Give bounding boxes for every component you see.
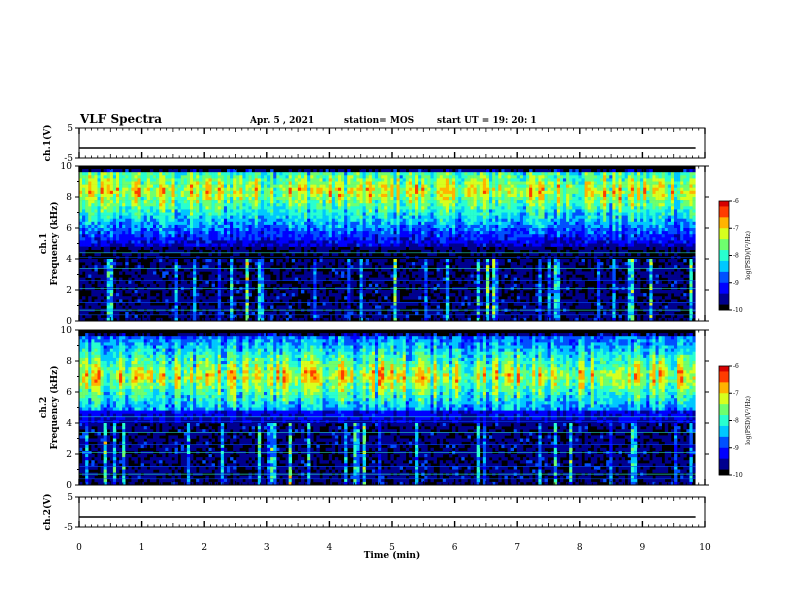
ch2-colorbar-tick-label: -6: [733, 363, 739, 370]
ch1-spec-ytick-label: 6: [66, 224, 72, 234]
x-tick-label: 1: [139, 543, 145, 553]
ch1-colorbar: -6 -7 -8 -9 -10 log(PSD)(V²/Hz): [718, 198, 752, 314]
ch1-spec-ytick-label: 4: [66, 255, 72, 265]
ch1-spec-ytick-label: 0: [66, 317, 72, 327]
ch1-colorbar-tick-label: -6: [733, 198, 739, 205]
ch2-spec-ytick-label: 10: [61, 326, 73, 336]
ch1-wave-ytick-label: -5: [64, 154, 73, 164]
ch1-spec-ytick-label: 8: [66, 193, 72, 203]
ch2-colorbar-label: log(PSD)(V²/Hz): [745, 396, 752, 445]
svg-text:ch.2: ch.2: [39, 397, 49, 418]
ch2-colorbar-tick-label: -8: [733, 418, 739, 425]
station-label: station= MOS: [344, 116, 414, 126]
x-tick-label: 9: [640, 543, 646, 553]
ch2-spec-ytick-label: 4: [66, 419, 72, 429]
x-tick-label: 0: [76, 543, 82, 553]
ch1-colorbar-label: log(PSD)(V²/Hz): [745, 231, 752, 280]
ch2-spec-ylabel: ch.2 Frequency (kHz): [39, 365, 60, 449]
x-tick-label: 3: [264, 543, 270, 553]
ch2-wave-ytick-label: -5: [64, 523, 73, 533]
ch2-spectrogram-image: [78, 329, 706, 486]
ch2-colorbar-tick-label: -7: [733, 390, 739, 397]
ch2-spec-ytick-label: 6: [66, 388, 72, 398]
start-time-label: start UT = 19: 20: 1: [437, 116, 537, 126]
date-label: Apr. 5 , 2021: [249, 116, 314, 126]
x-tick-label: 2: [201, 543, 207, 553]
ch2-wave-ylabel: ch.2(V): [42, 494, 53, 531]
x-axis-label: Time (min): [364, 550, 421, 561]
svg-text:Frequency (kHz): Frequency (kHz): [49, 201, 60, 285]
svg-text:Frequency (kHz): Frequency (kHz): [49, 365, 60, 449]
x-tick-label: 10: [699, 543, 711, 553]
ch1-spec-yaxis: 0 2 4 6 8 10: [61, 162, 709, 327]
ch1-wave-ytick-label: 5: [67, 124, 73, 134]
ch2-spec-ytick-label: 2: [66, 450, 72, 460]
ch1-spec-ytick-label: 2: [66, 286, 72, 296]
ch1-colorbar-tick-label: -7: [733, 225, 739, 232]
ch2-colorbar: -6 -7 -8 -9 -10 log(PSD)(V²/Hz): [718, 363, 752, 479]
ch1-spec-ylabel: ch.1 Frequency (kHz): [39, 201, 60, 285]
ch2-spec-ytick-label: 0: [66, 481, 72, 491]
x-tick-label: 6: [452, 543, 458, 553]
x-tick-label: 7: [514, 543, 520, 553]
ch1-colorbar-tick-label: -9: [733, 280, 739, 287]
x-tick-label: 4: [327, 543, 333, 553]
ch2-wave-ytick-label: 5: [67, 493, 73, 503]
ch2-colorbar-tick-label: -9: [733, 445, 739, 452]
svg-text:ch.1: ch.1: [39, 233, 49, 254]
x-tick-label: 5: [389, 543, 395, 553]
ch1-spectrogram-image: [78, 165, 706, 322]
ch1-colorbar-tick-label: -10: [733, 307, 743, 314]
ch2-colorbar-tick-label: -10: [733, 472, 743, 479]
ch1-wave-ylabel: ch.1(V): [42, 125, 53, 162]
ch2-spec-ytick-label: 8: [66, 357, 72, 367]
figure-title: VLF Spectra: [79, 112, 162, 126]
ch1-colorbar-tick-label: -8: [733, 253, 739, 260]
x-tick-label: 8: [577, 543, 583, 553]
ch1-spec-ytick-label: 10: [61, 162, 73, 172]
